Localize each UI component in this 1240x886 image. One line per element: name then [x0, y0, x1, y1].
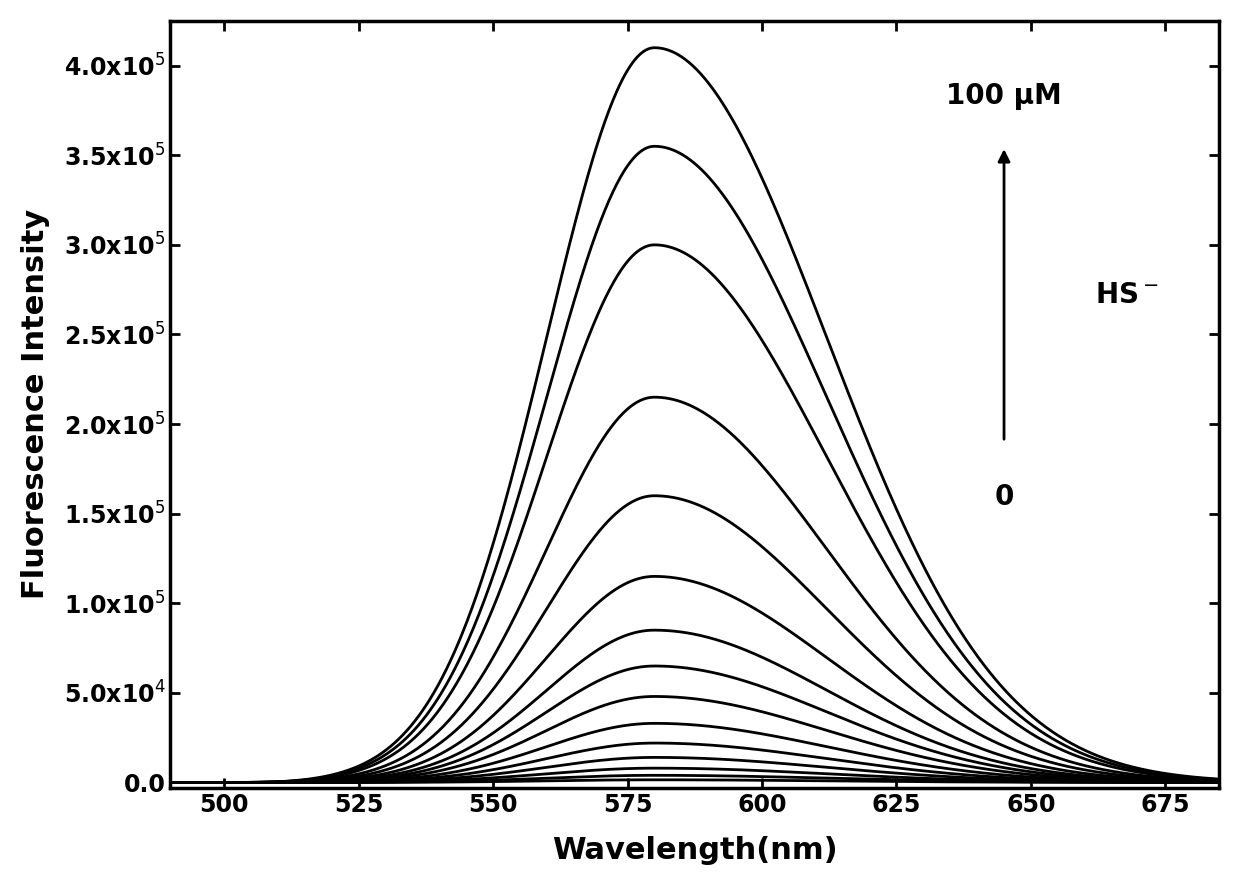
Y-axis label: Fluorescence Intensity: Fluorescence Intensity	[21, 209, 50, 600]
Text: HS$^-$: HS$^-$	[1095, 281, 1159, 309]
Text: 100 μM: 100 μM	[946, 82, 1061, 111]
Text: 0: 0	[994, 483, 1014, 511]
X-axis label: Wavelength(nm): Wavelength(nm)	[552, 836, 837, 865]
